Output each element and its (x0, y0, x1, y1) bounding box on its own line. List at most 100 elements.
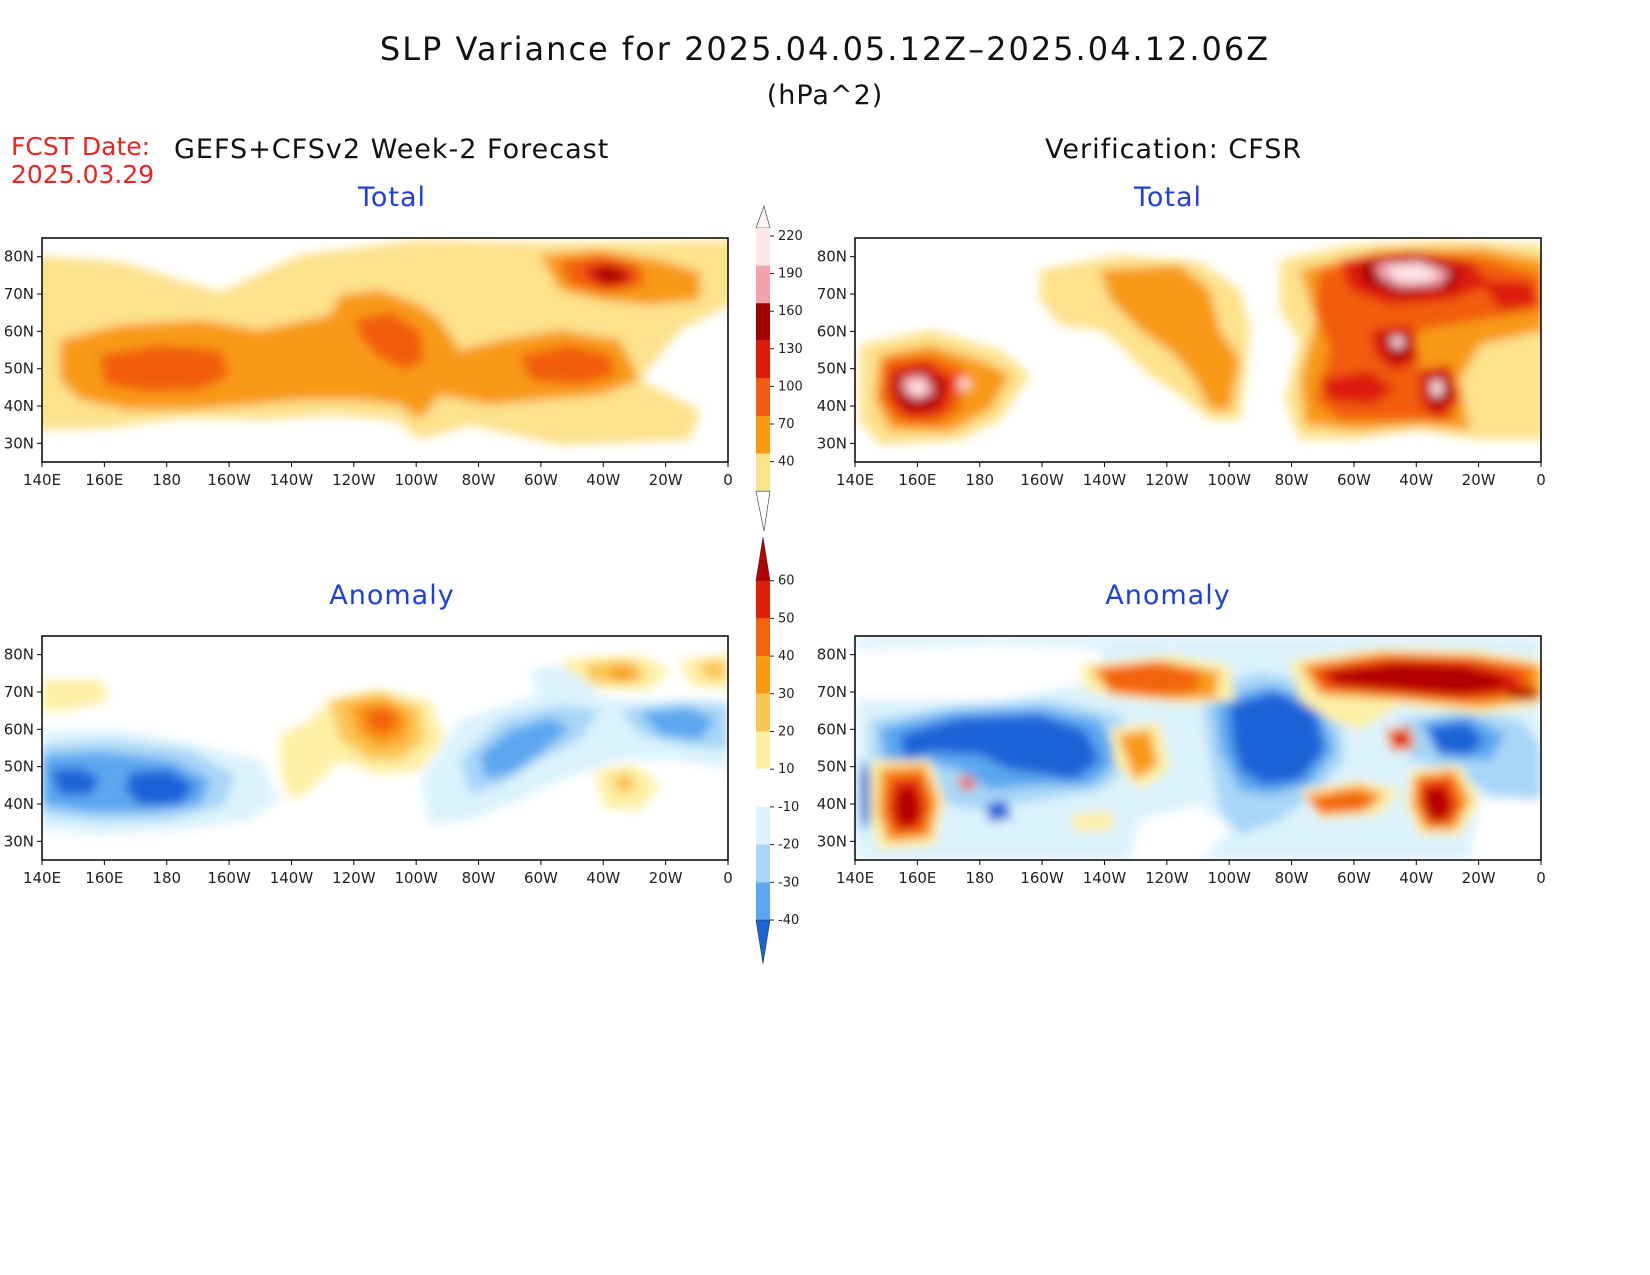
lat-label: 70N (817, 683, 847, 701)
lon-label: 0 (723, 471, 733, 489)
colorbar-label: -10 (778, 800, 799, 815)
colorbar-label: 40 (778, 649, 795, 664)
verification-anomaly-frame (854, 635, 1542, 861)
lat-label: 70N (4, 683, 34, 701)
lat-label: 40N (817, 795, 847, 813)
colorbar-swatch (756, 228, 770, 266)
fcst-date-label: FCST Date: (11, 132, 151, 161)
lat-label: 40N (817, 397, 847, 415)
lat-label: 40N (4, 397, 34, 415)
lat-label: 80N (817, 646, 847, 664)
colorbar-swatch (756, 806, 770, 845)
lon-label: 160W (207, 869, 251, 887)
colorbar-swatch (756, 265, 770, 304)
axes-layer: 80N 70N 60N 50N 40N 30N 140E 160E 180 160W 140W 120… (4, 248, 1546, 887)
colorbar-label: 70 (778, 417, 795, 432)
lat-label: 80N (817, 248, 847, 266)
verification-anomaly-map (854, 635, 1542, 861)
lat-label: 30N (817, 434, 847, 452)
colorbar-label: 130 (778, 342, 803, 357)
lon-label: 40W (586, 869, 620, 887)
lat-label: 70N (4, 285, 34, 303)
lon-label: 180 (152, 471, 181, 489)
forecast-total-title: Total (357, 182, 427, 213)
colorbar-label: 40 (778, 455, 795, 470)
fcst-date-value: 2025.03.29 (11, 160, 155, 189)
lon-label: 0 (1536, 471, 1546, 489)
colorbar-swatch (756, 882, 770, 920)
lon-label: 60W (1337, 471, 1371, 489)
colorbar-label: -40 (778, 913, 799, 928)
colorbar-swatch (756, 693, 770, 732)
colorbar-label: -20 (778, 838, 799, 853)
lon-label: 20W (649, 471, 683, 489)
lon-label: 80W (1275, 869, 1309, 887)
lon-label: 180 (965, 471, 994, 489)
colorbar-label: 50 (778, 611, 795, 626)
colorbar-swatch (756, 656, 770, 694)
lat-label: 60N (4, 720, 34, 738)
lon-label: 20W (649, 869, 683, 887)
lon-label: 160E (898, 869, 936, 887)
lon-label: 80W (462, 869, 496, 887)
lon-label: 140W (1083, 471, 1127, 489)
lon-label: 160E (85, 471, 123, 489)
lon-label: 0 (723, 869, 733, 887)
lat-label: 80N (4, 646, 34, 664)
lon-label: 140W (1083, 869, 1127, 887)
colorbar-swatch (756, 731, 770, 770)
total-colorbar: 220 190 160 130 100 70 40 (755, 205, 803, 532)
lon-label: 120W (1145, 471, 1189, 489)
lon-label: 120W (332, 869, 376, 887)
colorbar-swatch (756, 303, 770, 341)
figure-title: SLP Variance for 2025.04.05.12Z–2025.04.… (379, 30, 1271, 68)
colorbar-swatch (755, 919, 771, 964)
lon-label: 20W (1462, 869, 1496, 887)
lon-label: 100W (1207, 471, 1251, 489)
colorbar-label: -30 (778, 875, 799, 890)
colorbar-swatch (756, 844, 770, 883)
verification-total-frame (854, 237, 1542, 463)
lon-label: 40W (1399, 471, 1433, 489)
lon-label: 140W (270, 869, 314, 887)
lon-label: 140E (836, 869, 874, 887)
colorbar-label: 10 (778, 762, 795, 777)
colorbar-label: 100 (778, 379, 803, 394)
lon-label: 160E (898, 471, 936, 489)
forecast-total-frame (41, 237, 729, 463)
lon-label: 60W (524, 869, 558, 887)
lat-label: 30N (4, 832, 34, 850)
lat-label: 50N (4, 360, 34, 378)
forecast-anomaly-title: Anomaly (329, 580, 455, 611)
colorbar-label: 30 (778, 687, 795, 702)
colorbar-cap-bottom (755, 490, 771, 532)
lon-label: 60W (1337, 869, 1371, 887)
lon-label: 100W (394, 869, 438, 887)
lon-label: 140W (270, 471, 314, 489)
figure-units: (hPa^2) (766, 80, 884, 111)
lon-label: 180 (152, 869, 181, 887)
lat-label: 80N (4, 248, 34, 266)
lon-label: 40W (586, 471, 620, 489)
lon-label: 100W (394, 471, 438, 489)
lon-label: 160W (1020, 471, 1064, 489)
verification-header: Verification: CFSR (1045, 134, 1303, 165)
lon-label: 120W (332, 471, 376, 489)
verification-total-map (854, 237, 1542, 463)
lon-label: 180 (965, 869, 994, 887)
forecast-total-map (41, 237, 729, 463)
colorbar-swatch (755, 536, 771, 581)
colorbar-label: 160 (778, 304, 803, 319)
colorbar-label: 190 (778, 267, 803, 282)
lon-label: 60W (524, 471, 558, 489)
lon-label: 100W (1207, 869, 1251, 887)
lat-label: 30N (4, 434, 34, 452)
colorbar-swatch (756, 618, 770, 657)
lat-label: 50N (817, 360, 847, 378)
anomaly-colorbar: 60 50 40 30 20 10 -10 -20 -30 -40 (755, 536, 799, 964)
colorbar-swatch (756, 453, 770, 492)
forecast-anomaly-frame (41, 635, 729, 861)
lon-label: 160W (1020, 869, 1064, 887)
verification-total-title: Total (1133, 182, 1203, 213)
lat-label: 60N (4, 322, 34, 340)
